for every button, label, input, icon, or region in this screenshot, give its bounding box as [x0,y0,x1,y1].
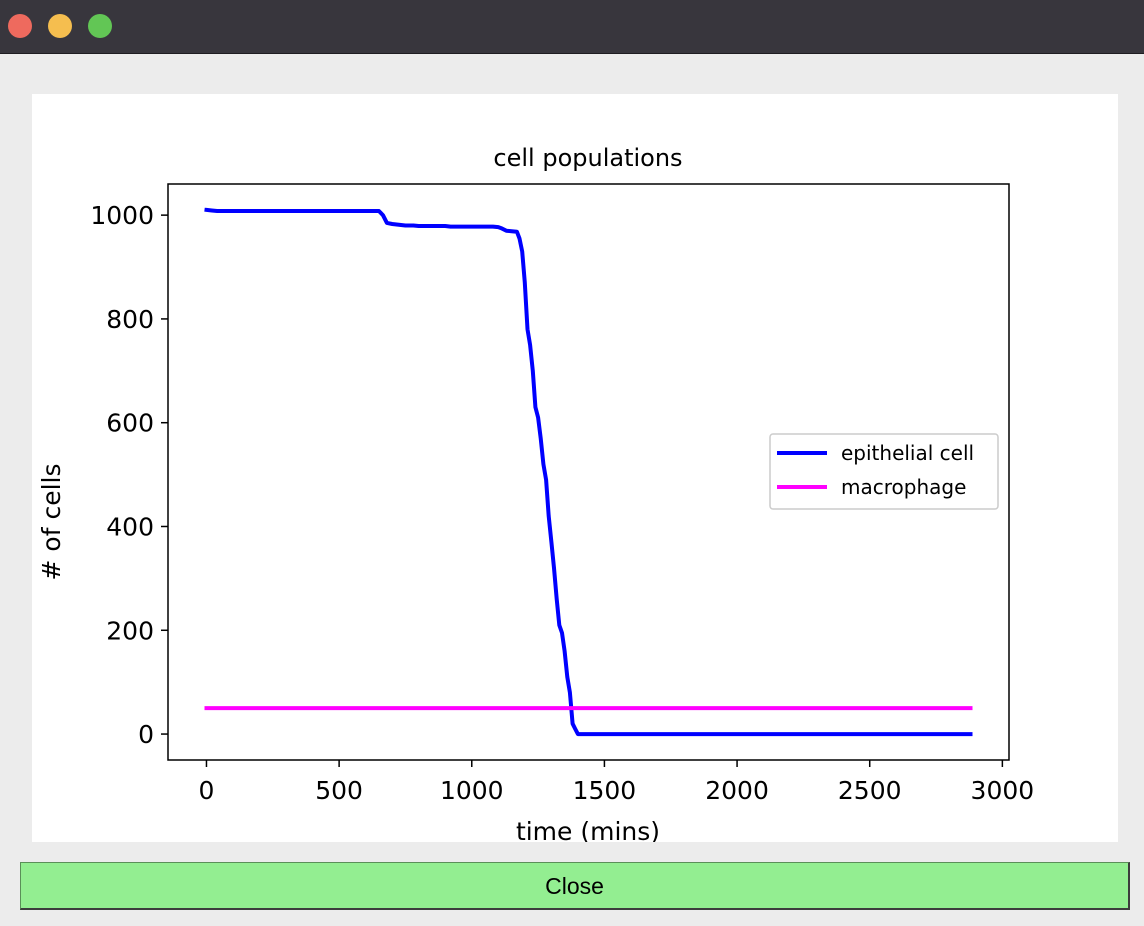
chart-title: cell populations [493,144,682,172]
legend: epithelial cell macrophage [769,433,999,510]
x-axis-label: time (mins) [516,817,660,842]
y-tick-label-0: 0 [138,720,154,749]
x-tick-label-1000: 1000 [440,776,504,805]
legend-label-epithelial-cell: epithelial cell [841,441,974,465]
y-tick-label-600: 600 [106,409,154,438]
series-line-epithelial-cell [204,207,973,737]
x-tick-label-1500: 1500 [573,776,637,805]
plot-area: 0 500 1000 1500 2000 2500 3000 0 200 400 600 800 100… [90,183,1035,805]
y-tick-label-400: 400 [106,512,154,541]
close-button[interactable]: Close [20,862,1130,910]
y-tick-label-1000: 1000 [90,201,154,230]
window-minimize-icon[interactable] [48,14,72,38]
x-tick-label-0: 0 [199,776,215,805]
y-tick-label-200: 200 [106,616,154,645]
window-titlebar [0,0,1144,54]
x-tick-label-500: 500 [315,776,363,805]
window-zoom-icon[interactable] [88,14,112,38]
x-tick-label-2000: 2000 [705,776,769,805]
y-tick-label-800: 800 [106,305,154,334]
legend-label-macrophage: macrophage [841,475,966,499]
axes-frame [167,183,1010,761]
y-axis-label: # of cells [37,464,66,581]
window-close-icon[interactable] [8,14,32,38]
line-chart: cell populations 0 500 1000 1500 2000 2500 300… [37,144,1035,842]
x-tick-label-3000: 3000 [971,776,1035,805]
x-tick-label-2500: 2500 [838,776,902,805]
chart-figure: cell populations 0 500 1000 1500 2000 2500 300… [32,94,1118,842]
